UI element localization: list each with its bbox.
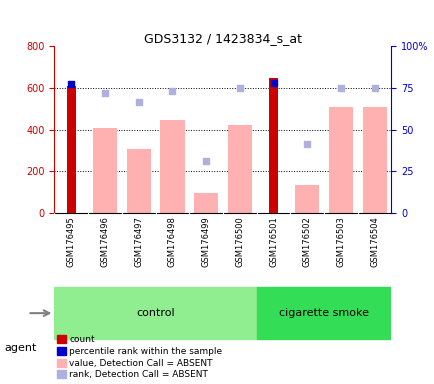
Bar bbox=[126, 149, 151, 213]
Bar bbox=[362, 107, 386, 213]
Point bbox=[370, 85, 377, 91]
Bar bbox=[227, 125, 251, 213]
Point bbox=[236, 85, 243, 91]
Bar bbox=[328, 107, 352, 213]
Bar bbox=[160, 120, 184, 213]
Text: GSM176504: GSM176504 bbox=[369, 217, 378, 267]
Point bbox=[202, 158, 209, 164]
Bar bbox=[268, 78, 278, 213]
Text: GSM176500: GSM176500 bbox=[235, 217, 244, 267]
Point bbox=[101, 90, 108, 96]
Text: agent: agent bbox=[4, 343, 36, 353]
Text: GSM176499: GSM176499 bbox=[201, 217, 210, 267]
Text: GSM176497: GSM176497 bbox=[134, 217, 143, 267]
Point bbox=[135, 99, 142, 105]
Text: GSM176498: GSM176498 bbox=[168, 217, 177, 267]
Text: GSM176502: GSM176502 bbox=[302, 217, 311, 267]
Point bbox=[168, 88, 175, 94]
Text: cigarette smoke: cigarette smoke bbox=[279, 308, 368, 318]
Text: control: control bbox=[136, 308, 174, 318]
Bar bbox=[294, 185, 319, 213]
Point bbox=[303, 141, 310, 147]
FancyBboxPatch shape bbox=[256, 287, 391, 339]
Point bbox=[68, 81, 75, 88]
Text: GSM176496: GSM176496 bbox=[100, 217, 109, 267]
FancyBboxPatch shape bbox=[54, 287, 256, 339]
Bar bbox=[194, 193, 218, 213]
Text: GSM176495: GSM176495 bbox=[66, 217, 76, 267]
Text: GSM176503: GSM176503 bbox=[335, 217, 345, 267]
Bar bbox=[92, 129, 117, 213]
Title: GDS3132 / 1423834_s_at: GDS3132 / 1423834_s_at bbox=[144, 32, 301, 45]
Point bbox=[270, 80, 276, 86]
Legend: count, percentile rank within the sample, value, Detection Call = ABSENT, rank, : count, percentile rank within the sample… bbox=[56, 335, 222, 379]
Point bbox=[337, 85, 344, 91]
Bar bbox=[66, 86, 76, 213]
Text: GSM176501: GSM176501 bbox=[268, 217, 277, 267]
